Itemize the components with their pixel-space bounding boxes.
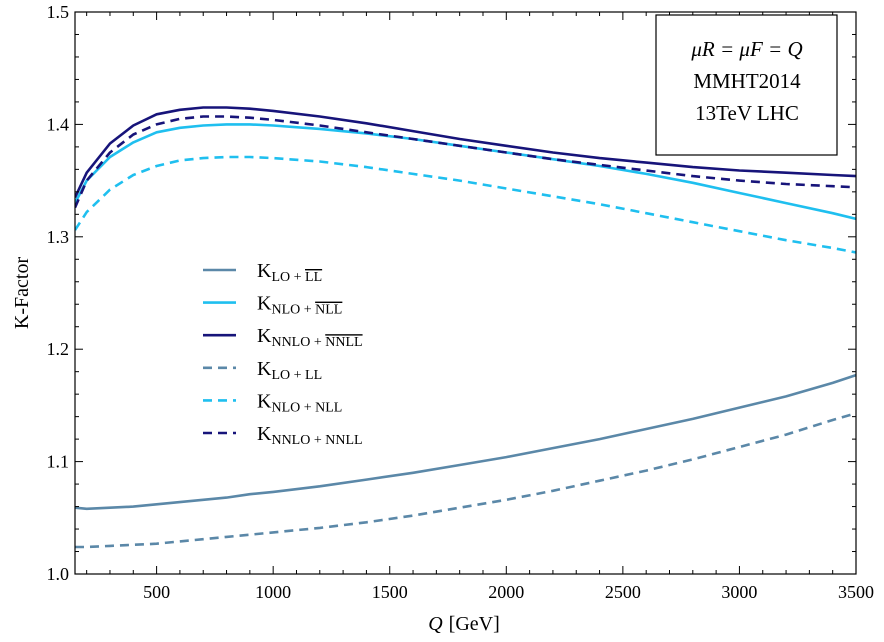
info-pdf-set: MMHT2014 <box>693 69 801 93</box>
legend-label: KNLO + NLL <box>257 293 342 318</box>
info-collider: 13TeV LHC <box>695 101 799 125</box>
y-tick-label: 1.4 <box>47 114 70 134</box>
y-tick-label: 1.1 <box>47 452 70 472</box>
legend-label: KNNLO + NNLL <box>257 325 363 350</box>
x-axis-variable: Q <box>428 613 443 635</box>
legend-label: KLO + LL <box>257 358 322 383</box>
x-axis-unit: [GeV] <box>449 613 500 635</box>
legend-label: KLO + LL <box>257 260 322 285</box>
x-ticks: 500 1000 1500 2000 2500 3000 3500 <box>86 12 874 602</box>
x-tick-label: 2000 <box>488 582 524 602</box>
series-line-nlo-nll <box>75 155 856 254</box>
x-tick-label: 500 <box>143 582 170 602</box>
info-box: μR = μF = Q MMHT2014 13TeV LHC <box>655 14 838 156</box>
series-line-lo-llbar <box>75 373 856 511</box>
series-line-nnlo-nnll <box>75 115 856 209</box>
x-tick-label: 1000 <box>255 582 291 602</box>
plot-frame <box>74 11 857 575</box>
info-scale-choice: μR = μF = Q <box>690 37 802 61</box>
info-box-frame <box>655 14 838 156</box>
legend: KLO + LL KNLO + NLL KNNLO + NNLL KLO + LL KN… <box>203 260 363 448</box>
series-line-lo-ll <box>75 412 856 549</box>
x-tick-label: 3000 <box>721 582 757 602</box>
x-tick-label: 3500 <box>838 582 874 602</box>
x-tick-label: 2500 <box>605 582 641 602</box>
x-axis-label: Q [GeV] <box>428 613 500 635</box>
y-tick-label: 1.2 <box>47 339 70 359</box>
y-ticks: 1.0 1.1 1.2 1.3 1.4 1.5 <box>47 2 856 584</box>
y-tick-label: 1.0 <box>47 564 70 584</box>
y-tick-label: 1.5 <box>47 2 70 22</box>
legend-label: KNLO + NLL <box>257 390 342 415</box>
series-line-nnlo-nnllbar <box>75 106 856 199</box>
series-layer <box>75 106 856 549</box>
legend-label: KNNLO + NNLL <box>257 423 363 448</box>
y-axis-label: K-Factor <box>11 257 33 330</box>
x-tick-label: 1500 <box>372 582 408 602</box>
y-tick-label: 1.3 <box>47 227 70 247</box>
